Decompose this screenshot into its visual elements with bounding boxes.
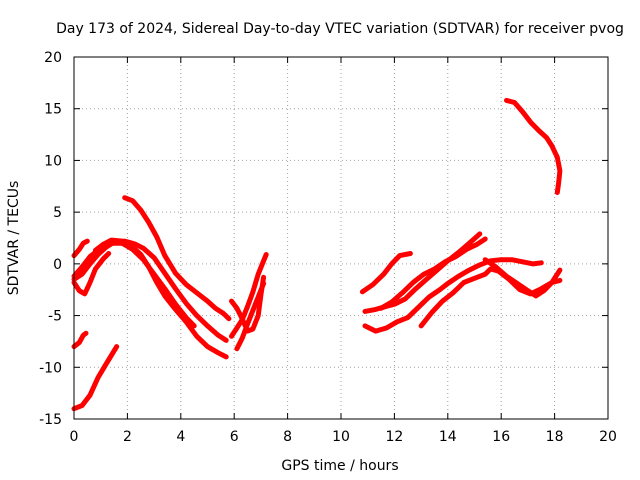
x-tick-label: 18 bbox=[546, 429, 564, 445]
x-tick-label: 14 bbox=[439, 429, 457, 445]
x-tick-label: 16 bbox=[492, 429, 510, 445]
x-tick-label: 10 bbox=[332, 429, 350, 445]
data-series-arc-9 bbox=[229, 274, 267, 334]
data-series-arc-15 bbox=[378, 236, 488, 311]
x-tick-label: 6 bbox=[230, 429, 239, 445]
y-tick-label: 5 bbox=[53, 205, 62, 221]
data-series-arc-3 bbox=[71, 251, 112, 297]
data-series-arc-14 bbox=[362, 257, 544, 334]
y-tick-label: 15 bbox=[44, 102, 62, 118]
data-series-arc-10 bbox=[229, 252, 269, 339]
data-series-arc-2 bbox=[71, 238, 229, 343]
y-tick-label: 20 bbox=[44, 50, 62, 66]
y-tick-label: -15 bbox=[39, 412, 62, 428]
y-tick-label: 10 bbox=[44, 153, 62, 169]
chart-title: Day 173 of 2024, Sidereal Day-to-day VTE… bbox=[56, 21, 624, 37]
x-tick-label: 12 bbox=[385, 429, 403, 445]
axis-ticks: 0 2 4 6 8 10 12 14 16 18 20 -15 -10 -5 0 5 10 15 20 bbox=[39, 50, 617, 445]
y-tick-label: -5 bbox=[48, 309, 62, 325]
y-tick-label: 0 bbox=[53, 257, 62, 273]
data-series-arc-8 bbox=[71, 344, 120, 412]
data-series-arc-1 bbox=[71, 238, 90, 259]
data-series-arc-12 bbox=[359, 251, 413, 295]
grid bbox=[74, 57, 608, 419]
x-axis-label: GPS time / hours bbox=[281, 458, 398, 474]
y-tick-label: -10 bbox=[39, 360, 62, 376]
data-series-arc-5 bbox=[71, 240, 197, 329]
data-series-arc-6 bbox=[122, 195, 232, 322]
x-tick-label: 20 bbox=[599, 429, 617, 445]
data-series-arc-7 bbox=[71, 330, 89, 350]
data-series-arc-4 bbox=[92, 237, 229, 360]
data-series-arc-17 bbox=[482, 257, 563, 299]
x-tick-label: 2 bbox=[123, 429, 132, 445]
x-tick-label: 8 bbox=[283, 429, 292, 445]
x-tick-label: 4 bbox=[176, 429, 185, 445]
y-axis-label: SDTVAR / TECUs bbox=[6, 181, 22, 296]
data-series-arc-16 bbox=[418, 266, 563, 329]
x-tick-label: 0 bbox=[70, 429, 79, 445]
data-series-arc-11 bbox=[234, 281, 267, 352]
data-series-arc-18 bbox=[504, 97, 563, 195]
data-series-layer bbox=[71, 97, 563, 412]
